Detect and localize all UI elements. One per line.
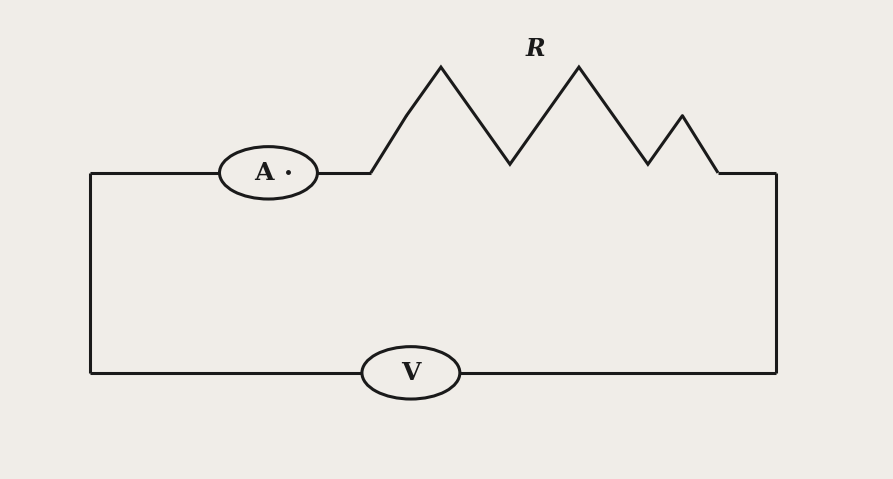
Text: R: R	[526, 37, 546, 61]
Circle shape	[220, 147, 317, 199]
Text: V: V	[401, 361, 421, 385]
Circle shape	[362, 347, 460, 399]
Text: A: A	[255, 161, 274, 185]
